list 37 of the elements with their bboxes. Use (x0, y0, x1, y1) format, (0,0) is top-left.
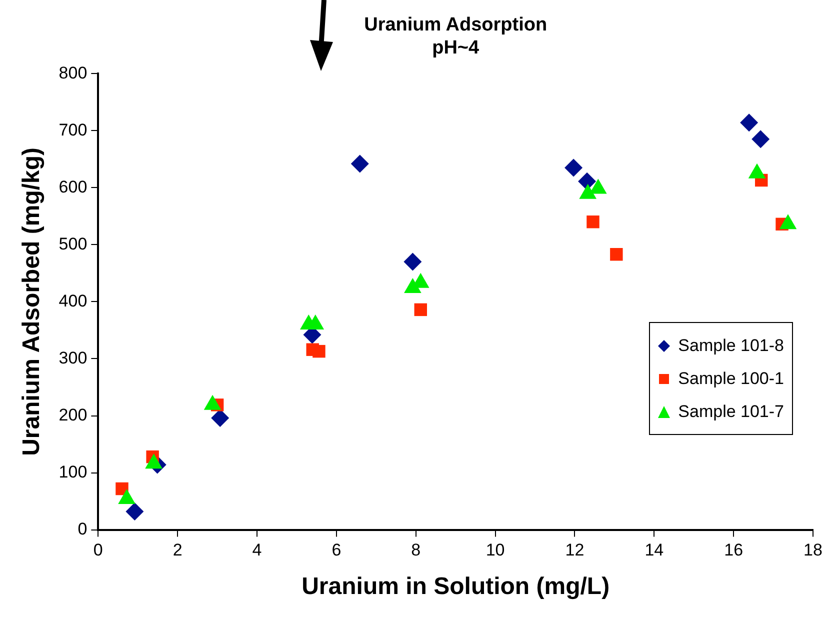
y-tick-label: 700 (58, 120, 88, 140)
point (578, 172, 596, 190)
point (350, 154, 369, 173)
point (586, 216, 600, 228)
point (312, 344, 326, 358)
y-tick-label: 400 (58, 291, 88, 310)
x-axis-title: Uranium in Solution (mg/L) (302, 573, 610, 600)
point (126, 502, 144, 521)
point (564, 158, 583, 177)
x-tick-label: 10 (486, 540, 505, 560)
chart-title: Uranium Adsorption pH~4 (364, 14, 548, 58)
y-tick-label: 500 (58, 234, 88, 254)
y-tick-label: 800 (58, 63, 88, 82)
legend-label: Sample 101-7 (678, 402, 784, 422)
legend-label: Sample 101-8 (678, 336, 784, 356)
y-tick-label: 200 (58, 405, 88, 424)
x-tick-label: 16 (724, 540, 744, 560)
x-tick-label: 18 (804, 540, 822, 560)
y-tick-label: 100 (58, 462, 88, 482)
y-axis-title: Uranium Adsorbed (mg/kg) (18, 147, 46, 456)
point (740, 114, 758, 132)
point (414, 303, 427, 316)
point (752, 130, 770, 148)
x-tick-label: 14 (644, 540, 664, 560)
point (404, 252, 422, 271)
legend-label: Sample 100-1 (678, 368, 784, 388)
x-tick-label: 6 (332, 540, 342, 560)
x-tick-label: 0 (93, 540, 103, 560)
x-tick-label: 12 (565, 540, 584, 560)
x-tick-label: 8 (411, 540, 421, 560)
point (211, 409, 230, 428)
x-tick-label: 4 (252, 540, 262, 560)
y-tick-label: 300 (58, 348, 88, 368)
y-tick-label: 0 (78, 519, 88, 538)
point (610, 248, 623, 261)
x-tick-label: 2 (172, 540, 182, 560)
y-tick-label: 600 (58, 177, 88, 196)
